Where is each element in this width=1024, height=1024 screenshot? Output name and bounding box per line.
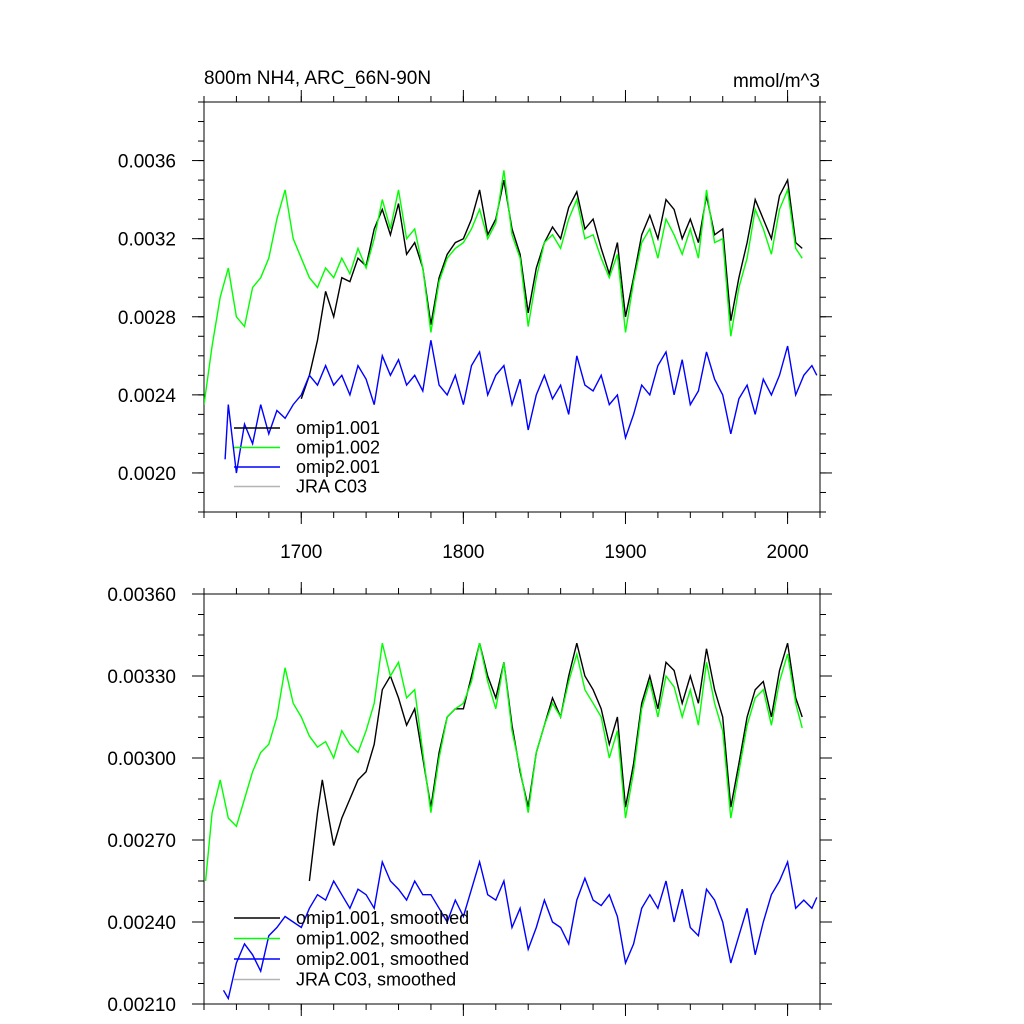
- plot-frame: [203, 101, 821, 513]
- legend-label: JRA C03, smoothed: [296, 970, 456, 990]
- legend-label: omip2.001: [296, 457, 380, 477]
- series-line-omip2-001-smoothed: [222, 859, 818, 1001]
- y-tick-label: 0.00210: [107, 995, 176, 1016]
- series-line-omip1-001-smoothed: [308, 643, 803, 882]
- legend-label: omip1.002: [296, 438, 380, 458]
- legend-label: omip1.002, smoothed: [296, 929, 469, 949]
- bottom-plot: 0.00210 0.00240 0.00270 0.00300 0.00330 0.003…: [107, 582, 832, 1016]
- units-label: mmol/m^3: [733, 71, 820, 92]
- legend-label: omip2.001, smoothed: [296, 949, 469, 969]
- series-line-omip1-002: [204, 170, 803, 405]
- y-tick-label: 0.00330: [107, 667, 176, 688]
- y-tick-label: 0.0020: [118, 464, 176, 485]
- x-tick-label: 2000: [766, 542, 808, 563]
- y-tick-label: 0.00360: [107, 585, 176, 606]
- y-tick-label: 0.00300: [107, 749, 176, 770]
- y-tick-label: 0.00240: [107, 913, 176, 934]
- x-tick-label: 1900: [604, 542, 646, 563]
- y-tick-label: 0.0036: [118, 152, 176, 173]
- legend-label: omip1.001: [296, 418, 380, 438]
- series-line-omip1-002-smoothed: [204, 643, 803, 882]
- y-tick-label: 0.0028: [118, 308, 176, 329]
- y-tick-label: 0.00270: [107, 831, 176, 852]
- x-tick-label: 1700: [280, 542, 322, 563]
- legend-label: omip1.001, smoothed: [296, 908, 469, 928]
- top-plot: 1700 1800 1900 2000 0.0020 0.0024 0.0028 0.0032…: [118, 90, 832, 563]
- legend-label: JRA C03: [296, 477, 367, 497]
- x-tick-label: 1800: [442, 542, 484, 563]
- plot-title: 800m NH4, ARC_66N-90N: [204, 68, 431, 89]
- series-line-omip1-001: [300, 177, 803, 400]
- y-tick-label: 0.0032: [118, 230, 176, 251]
- series-line-omip2-001: [224, 340, 818, 474]
- y-tick-label: 0.0024: [118, 386, 177, 407]
